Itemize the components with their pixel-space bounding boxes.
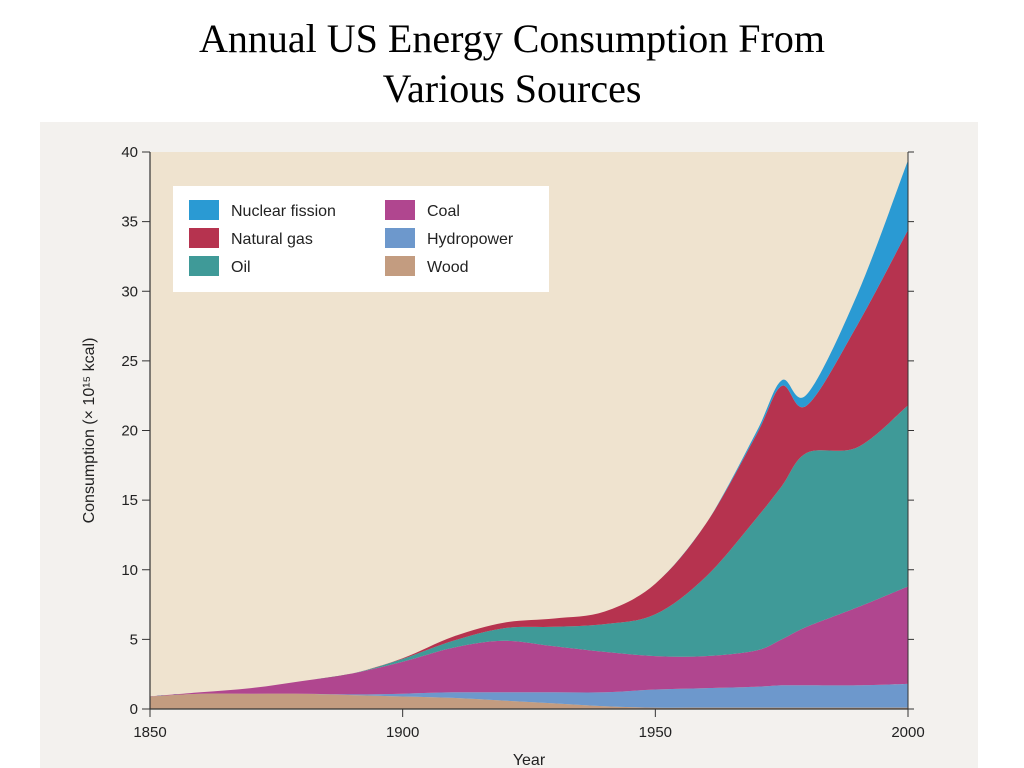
x-tick-label: 1900 <box>386 724 419 741</box>
x-tick-label: 1850 <box>133 724 166 741</box>
legend-box <box>173 186 549 292</box>
y-tick-label: 10 <box>121 562 138 579</box>
x-axis-title: Year <box>513 752 546 768</box>
y-tick-label: 15 <box>121 492 138 509</box>
y-axis-title: Consumption (× 10¹⁵ kcal) <box>81 338 98 524</box>
y-tick-label: 5 <box>130 631 138 648</box>
legend-label-wood: Wood <box>427 259 469 276</box>
legend-swatch-coal <box>385 200 415 220</box>
legend-label-hydropower: Hydropower <box>427 231 514 248</box>
legend-swatch-natural-gas <box>189 228 219 248</box>
legend-swatch-wood <box>385 256 415 276</box>
legend-label-nuclear-fission: Nuclear fission <box>231 203 336 220</box>
area-coal <box>150 586 908 697</box>
area-hydropower <box>150 683 908 708</box>
y-tick-label: 0 <box>130 701 138 718</box>
y-tick-label: 30 <box>121 283 138 300</box>
x-tick-label: 1950 <box>639 724 672 741</box>
legend-label-natural-gas: Natural gas <box>231 231 313 248</box>
chart-figure: 0 5 10 15 20 25 30 35 40 1850 1900 1950 2000 Year Cons… <box>40 122 978 768</box>
legend-swatch-oil <box>189 256 219 276</box>
y-tick-label: 25 <box>121 353 138 370</box>
legend-label-oil: Oil <box>231 259 251 276</box>
legend-swatch-hydropower <box>385 228 415 248</box>
area-wood <box>150 693 908 709</box>
title-line-1: Annual US Energy Consumption From <box>199 16 825 61</box>
y-tick-label: 35 <box>121 214 138 231</box>
y-tick-label: 40 <box>121 144 138 161</box>
y-tick-label: 20 <box>121 423 138 440</box>
x-tick-label: 2000 <box>891 724 924 741</box>
area-natural-gas <box>150 230 908 697</box>
stacked-area-chart: 0 5 10 15 20 25 30 35 40 1850 1900 1950 2000 Year Cons… <box>81 144 925 768</box>
legend-label-coal: Coal <box>427 203 460 220</box>
page-title: Annual US Energy Consumption From Variou… <box>0 14 1024 114</box>
legend-swatch-nuclear-fission <box>189 200 219 220</box>
area-oil <box>150 405 908 697</box>
title-line-2: Various Sources <box>382 66 642 111</box>
